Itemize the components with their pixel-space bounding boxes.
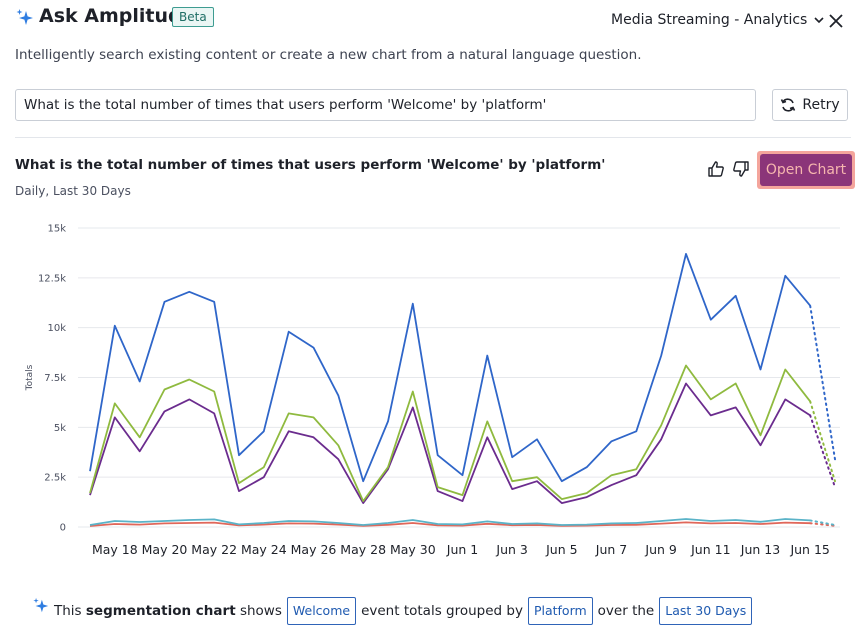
series-line (89, 521, 811, 527)
footer-chart-kind: segmentation chart (85, 603, 236, 619)
close-icon[interactable] (826, 11, 846, 31)
search-input[interactable] (15, 89, 756, 121)
x-tick-label: May 28 (340, 542, 386, 557)
series-line (89, 253, 811, 483)
footer-prefix: This (54, 603, 82, 619)
x-tick-label: May 20 (142, 542, 188, 557)
x-tick-label: May 22 (191, 542, 237, 557)
y-tick-label: 10k (47, 323, 66, 334)
event-chip[interactable]: Welcome (286, 597, 357, 625)
range-chip[interactable]: Last 30 Days (659, 597, 753, 625)
y-axis-label: Totals (25, 364, 35, 391)
series-partial-line (809, 519, 836, 527)
sparkle-icon (33, 597, 49, 613)
series-line (89, 364, 811, 502)
line-chart: 0 2.5k 5k 7.5k 10k 12.5k 15k Totals May 18 May 20… (25, 224, 840, 557)
beta-badge: Beta (172, 7, 214, 27)
x-tick-label: Jun 1 (446, 542, 478, 557)
page-title: Ask Amplitude (39, 5, 195, 27)
x-tick-label: Jun 7 (595, 542, 627, 557)
y-tick-label: 7.5k (44, 373, 66, 384)
footer-shows: shows (239, 603, 282, 619)
retry-label: Retry (802, 97, 840, 113)
group-chip[interactable]: Platform (527, 597, 593, 625)
divider (15, 137, 851, 138)
x-tick-label: Jun 3 (495, 542, 527, 557)
x-tick-label: Jun 13 (740, 542, 780, 557)
thumbs-up-icon[interactable] (707, 160, 725, 178)
x-tick-label: Jun 11 (690, 542, 730, 557)
footer-grouped-text: event totals grouped by (361, 603, 523, 619)
page-subtitle: Intelligently search existing content or… (15, 47, 642, 63)
y-tick-label: 0 (60, 523, 66, 534)
x-tick-label: May 24 (241, 542, 287, 557)
x-tick-label: May 30 (390, 542, 436, 557)
y-tick-label: 12.5k (38, 273, 66, 284)
series-line (89, 518, 811, 526)
project-label: Media Streaming - Analytics (611, 12, 808, 28)
series-partial-line (809, 414, 836, 489)
chart-description: This segmentation chart shows Welcome ev… (32, 596, 757, 626)
chart-title: What is the total number of times that u… (15, 157, 606, 173)
chart-subtitle: Daily, Last 30 Days (15, 184, 131, 198)
open-chart-button[interactable]: Open Chart (760, 154, 852, 186)
x-tick-label: May 26 (291, 542, 337, 557)
series-partial-line (809, 304, 836, 461)
x-tick-label: May 18 (92, 542, 138, 557)
footer-over-text: over the (597, 603, 655, 619)
refresh-icon (781, 98, 796, 112)
y-tick-label: 5k (54, 423, 66, 434)
x-tick-label: Jun 5 (545, 542, 577, 557)
header: Ask Amplitude Beta Media Streaming - Ana… (0, 0, 864, 40)
y-tick-label: 15k (47, 224, 66, 235)
sparkle-icon (16, 9, 33, 25)
chevron-down-icon (814, 17, 824, 24)
series-line (89, 382, 811, 504)
y-tick-label: 2.5k (44, 473, 66, 484)
x-tick-label: Jun 15 (789, 542, 829, 557)
x-tick-label: Jun 9 (644, 542, 677, 557)
project-selector[interactable]: Media Streaming - Analytics (611, 12, 825, 28)
open-chart-highlight: Open Chart (757, 151, 855, 189)
series-partial-line (809, 522, 836, 527)
retry-button[interactable]: Retry (772, 89, 848, 121)
thumbs-down-icon[interactable] (732, 160, 750, 178)
